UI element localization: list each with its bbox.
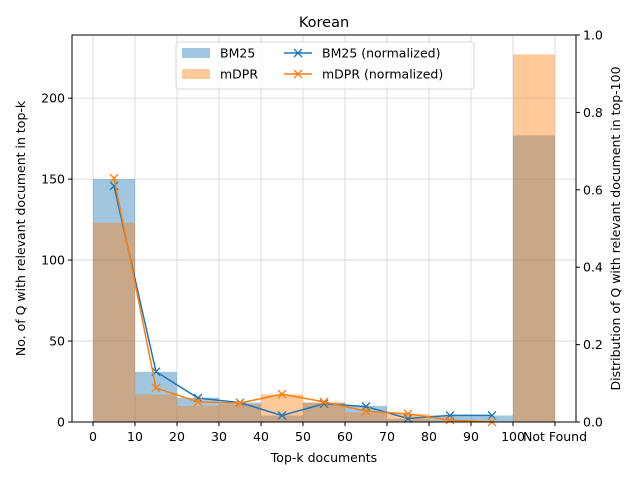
chart-title: Korean xyxy=(299,15,349,31)
x-tick-label: 90 xyxy=(463,429,479,444)
marker-mdpr-normalized- xyxy=(445,415,455,425)
x-tick-label: 50 xyxy=(295,429,311,444)
x-tick-label: 60 xyxy=(337,429,353,444)
marker-mdpr-normalized- xyxy=(235,398,245,408)
x-tick-label: 80 xyxy=(421,429,437,444)
x-tick-label: 30 xyxy=(211,429,227,444)
legend-swatch xyxy=(182,69,210,79)
marker-stroke xyxy=(403,409,413,419)
y-right-tick-label: 0.6 xyxy=(583,182,603,197)
marker-stroke xyxy=(151,383,161,393)
bar-bm25 xyxy=(219,402,261,422)
bar-mdpr xyxy=(513,54,555,422)
bar-mdpr xyxy=(135,394,177,422)
legend-label: mDPR xyxy=(220,67,258,82)
marker-mdpr-normalized- xyxy=(193,397,203,407)
y-right-tick-label: 0.8 xyxy=(583,105,603,120)
marker-mdpr-normalized- xyxy=(277,389,287,399)
marker-stroke xyxy=(109,181,119,191)
marker-stroke xyxy=(193,397,203,407)
plot-frame xyxy=(71,34,577,423)
y-left-tick-label: 100 xyxy=(41,253,65,268)
x-tick-label: 40 xyxy=(253,429,269,444)
grid-lines xyxy=(72,35,576,423)
legend-frame xyxy=(175,41,475,90)
x-tick-label: Not Found xyxy=(523,429,587,444)
bars xyxy=(93,54,555,422)
legend-label: BM25 (normalized) xyxy=(322,46,440,61)
y-left-tick-label: 50 xyxy=(49,334,65,349)
legend-entry-bm25: BM25 xyxy=(182,46,255,61)
x-tick-label: 20 xyxy=(169,429,185,444)
x-tick-label: 10 xyxy=(127,429,143,444)
legend-swatch xyxy=(182,48,210,58)
marker-stroke xyxy=(445,415,455,425)
axes xyxy=(68,34,580,426)
marker-bm25-normalized- xyxy=(487,410,497,420)
legend-entry-mdpr-normalized-: mDPR (normalized) xyxy=(284,67,443,82)
legend-entry-mdpr: mDPR xyxy=(182,67,258,82)
marker-mdpr-normalized- xyxy=(319,397,329,407)
x-tick-label: 100 xyxy=(501,429,525,444)
legend-marker xyxy=(293,48,303,58)
x-tick-label: 0 xyxy=(89,429,97,444)
legend-entry-bm25-normalized-: BM25 (normalized) xyxy=(284,46,440,61)
bar-mdpr xyxy=(93,222,135,422)
legend-marker xyxy=(293,69,303,79)
bar-mdpr xyxy=(345,412,387,422)
bar-mdpr xyxy=(177,405,219,422)
bar-mdpr xyxy=(261,394,303,422)
y-axis-right-label: Distribution of Q with relevant document… xyxy=(608,66,623,390)
marker-stroke xyxy=(487,410,497,420)
marker-mdpr-normalized- xyxy=(403,409,413,419)
y-left-tick-label: 150 xyxy=(41,172,65,187)
marker-bm25-normalized- xyxy=(277,410,287,420)
x-tick-label: 70 xyxy=(379,429,395,444)
y-right-tick-label: 0.4 xyxy=(583,260,603,275)
marker-stroke xyxy=(277,410,287,420)
marker-stroke xyxy=(235,398,245,408)
legend-label: mDPR (normalized) xyxy=(322,67,443,82)
bar-bm25 xyxy=(513,135,555,422)
y-right-tick-label: 0.0 xyxy=(583,415,603,430)
marker-stroke xyxy=(319,397,329,407)
y-left-tick-label: 200 xyxy=(41,91,65,106)
marker-stroke xyxy=(361,406,371,416)
bar-mdpr xyxy=(219,404,261,422)
bar-bm25 xyxy=(261,415,303,422)
marker-stroke xyxy=(109,173,119,183)
bar-bm25 xyxy=(471,415,513,422)
line-mdpr-normalized- xyxy=(113,178,493,423)
legend-label: BM25 xyxy=(220,46,255,61)
normalized-lines xyxy=(109,173,497,427)
marker-stroke xyxy=(277,389,287,399)
marker-mdpr-normalized- xyxy=(151,383,161,393)
marker-mdpr-normalized- xyxy=(109,173,119,183)
x-axis-label: Top-k documents xyxy=(270,450,377,465)
bar-mdpr xyxy=(429,420,471,422)
bar-bm25 xyxy=(429,415,471,422)
bar-bm25 xyxy=(93,179,135,422)
marker-mdpr-normalized- xyxy=(361,406,371,416)
y-right-tick-label: 1.0 xyxy=(583,28,603,43)
legend: BM25 mDPR BM25 (normalized) mDPR (normalize… xyxy=(175,41,475,90)
marker-stroke xyxy=(319,399,329,409)
bar-bm25 xyxy=(387,418,429,422)
y-right-tick-label: 0.2 xyxy=(583,337,603,352)
y-axis-left-label: No. of Q with relevant document in top-k xyxy=(13,100,28,356)
y-left-tick-label: 0 xyxy=(57,415,65,430)
